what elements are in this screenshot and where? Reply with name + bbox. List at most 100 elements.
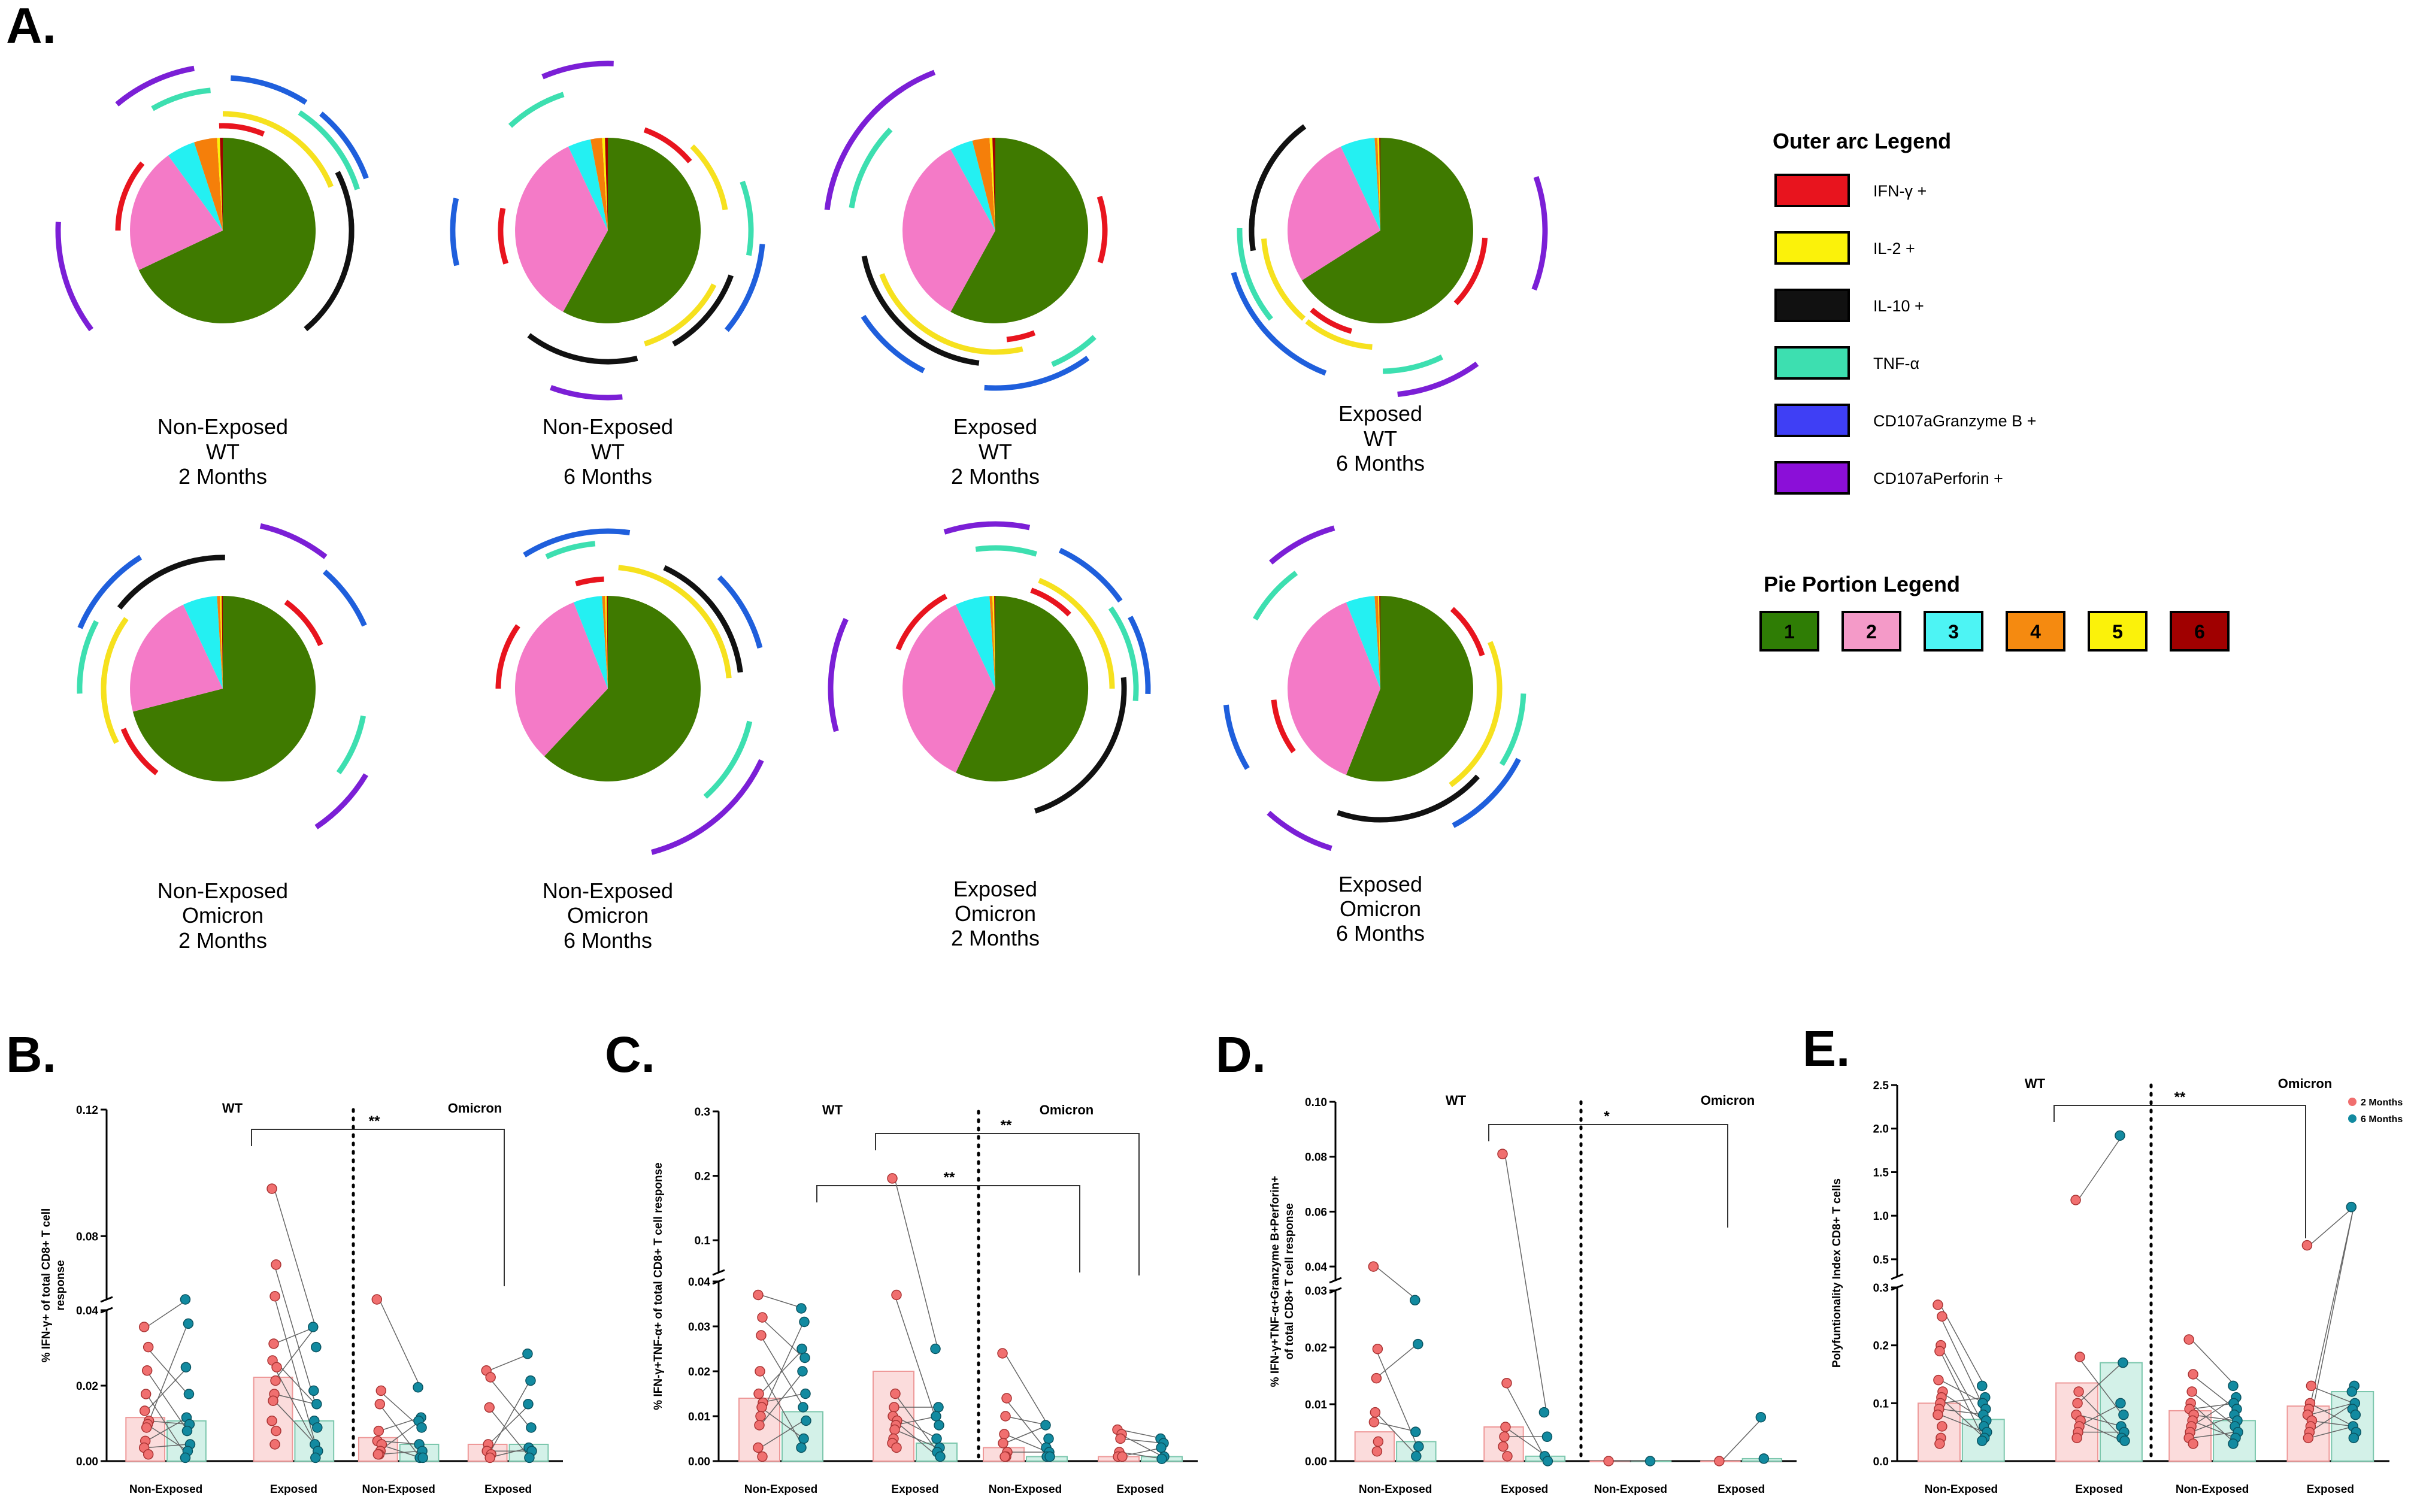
y-tick-label: 0.02: [1305, 1342, 1327, 1355]
pair-line: [274, 1326, 316, 1381]
pair-line: [488, 1404, 531, 1445]
panel-label-b: B.: [6, 1026, 56, 1083]
x-category-label: Exposed: [2075, 1483, 2122, 1496]
x-category-label: Non-Exposed: [362, 1483, 435, 1496]
pair-line: [2191, 1374, 2236, 1410]
pair-line: [760, 1317, 804, 1359]
pair-line: [2191, 1391, 2236, 1427]
point-d-2m: [1368, 1261, 1379, 1272]
pie-2-arc-tnf: [740, 180, 754, 256]
point-e-2m: [1933, 1299, 1943, 1310]
pie-8-arc-cd107a-perforin: [1269, 525, 1335, 565]
point-b-2m: [141, 1422, 152, 1433]
axis-break-mark: [100, 1296, 113, 1303]
point-e-6m: [2228, 1438, 2239, 1449]
pie-1-label-line-2: WT: [206, 440, 240, 464]
outer-legend-label-6: CD107aPerforin +: [1873, 469, 2003, 487]
pair-line: [2077, 1402, 2123, 1427]
y-tick-label: 0.2: [1873, 1340, 1889, 1353]
point-d-2m: [1500, 1422, 1511, 1432]
pair-line: [894, 1416, 938, 1426]
point-e-6m: [2348, 1432, 2360, 1444]
pie-5-arc-cd107a-granzyme: [322, 569, 367, 627]
pie-7-slice-2: [902, 604, 995, 773]
pie-6-label-line-1: Non-Exposed: [543, 878, 673, 903]
pie-4-arc-il2: [1261, 238, 1306, 321]
point-c-2m: [887, 1173, 898, 1184]
group-label-wt: WT: [2025, 1076, 2046, 1091]
significance-bracket: [875, 1133, 1140, 1275]
outer-legend-swatch-2: [1774, 231, 1850, 265]
y-tick-label: 0.12: [76, 1104, 98, 1117]
y-tick-label: 0.06: [1305, 1206, 1327, 1219]
x-category-label: Exposed: [1718, 1483, 1765, 1496]
pie-7-label-line-2: Omicron: [955, 901, 1036, 926]
point-b-2m: [269, 1439, 280, 1450]
x-category-label: Exposed: [484, 1483, 532, 1496]
group-label-wt: WT: [822, 1102, 843, 1117]
pie-2-arc-cd107a-perforin: [550, 384, 623, 401]
point-c-2m: [1000, 1411, 1011, 1422]
point-d-6m: [1755, 1411, 1767, 1423]
pie-3-arc-il10: [861, 255, 905, 329]
point-e-2m: [2188, 1438, 2198, 1449]
pie-portion-legend-title: Pie Portion Legend: [1764, 572, 1960, 596]
outer-legend-swatch-6: [1774, 461, 1850, 495]
pair-line: [146, 1366, 188, 1411]
bar-chart-d: 0.00 0.01 0.02 0.03 0.04 0.06 0.08 0.10 % IFN-γ+…: [1269, 1093, 1797, 1496]
point-c-6m: [1156, 1442, 1167, 1453]
pair-line: [1940, 1345, 1985, 1427]
pie-6-arc-cd107a-granzyme: [717, 575, 763, 649]
x-category-label: Non-Exposed: [129, 1483, 202, 1496]
pair-line: [1940, 1351, 1985, 1441]
point-c-2m: [754, 1420, 765, 1431]
point-c-6m: [796, 1343, 807, 1355]
significance-label: **: [944, 1169, 955, 1186]
pie-1-arc-il2: [267, 120, 334, 188]
y-tick-label: 0.1: [695, 1235, 711, 1247]
pie-4-label-line-3: 6 Months: [1336, 451, 1425, 475]
pie-4-slice-6: [1379, 137, 1380, 231]
significance-bracket: [816, 1185, 1080, 1272]
x-category-label: Non-Exposed: [989, 1483, 1062, 1496]
pair-line: [2077, 1135, 2123, 1201]
pie-3-slice-1: [950, 138, 1089, 323]
pair-line: [1940, 1391, 1985, 1421]
outer-legend-label-2: IL-2 +: [1873, 240, 1915, 257]
significance-bracket: [251, 1129, 505, 1286]
point-d-6m: [1413, 1441, 1424, 1452]
y-tick-label: 0.5: [1873, 1254, 1889, 1266]
pie-5-arc-ifn: [120, 728, 159, 775]
pie-8-arc-cd107a-perforin: [1267, 810, 1332, 852]
point-b-6m: [183, 1318, 194, 1329]
pie-1-arc-tnf: [298, 110, 361, 190]
pie-portion-legend: Pie Portion Legend 1 2 3 4 5 6: [1759, 572, 2230, 652]
pie-2-arc-cd107a-granzyme: [724, 244, 765, 332]
panel-label-c: C.: [605, 1026, 655, 1083]
pie-2-arc-il2: [644, 283, 717, 347]
x-category-label: Exposed: [1116, 1483, 1164, 1496]
pair-line: [1940, 1396, 1985, 1404]
point-c-6m: [798, 1433, 809, 1444]
pair-line: [2191, 1420, 2236, 1439]
pie-4-slice-3: [1341, 138, 1380, 231]
pair-line: [488, 1380, 531, 1455]
point-d-6m: [1541, 1431, 1553, 1443]
point-c-2m: [757, 1312, 768, 1323]
pie-7-arc-ifn: [1030, 587, 1071, 617]
point-b-2m: [485, 1372, 496, 1383]
pair-line: [146, 1393, 189, 1458]
point-c-6m: [931, 1411, 941, 1422]
point-e-2m: [1934, 1346, 1945, 1357]
point-b-6m: [180, 1362, 192, 1372]
pair-line: [760, 1371, 804, 1448]
pair-line: [146, 1323, 189, 1428]
pair-line: [2309, 1402, 2354, 1433]
point-e-6m: [1977, 1380, 1988, 1392]
pair-line: [274, 1188, 316, 1328]
x-category-label: Non-Exposed: [2176, 1483, 2249, 1496]
pie-6-slice-6: [607, 595, 608, 689]
point-c-6m: [930, 1343, 941, 1355]
y-tick-label: 0.08: [76, 1231, 98, 1243]
pie-7-arc-cd107a-granzyme: [1058, 547, 1123, 603]
